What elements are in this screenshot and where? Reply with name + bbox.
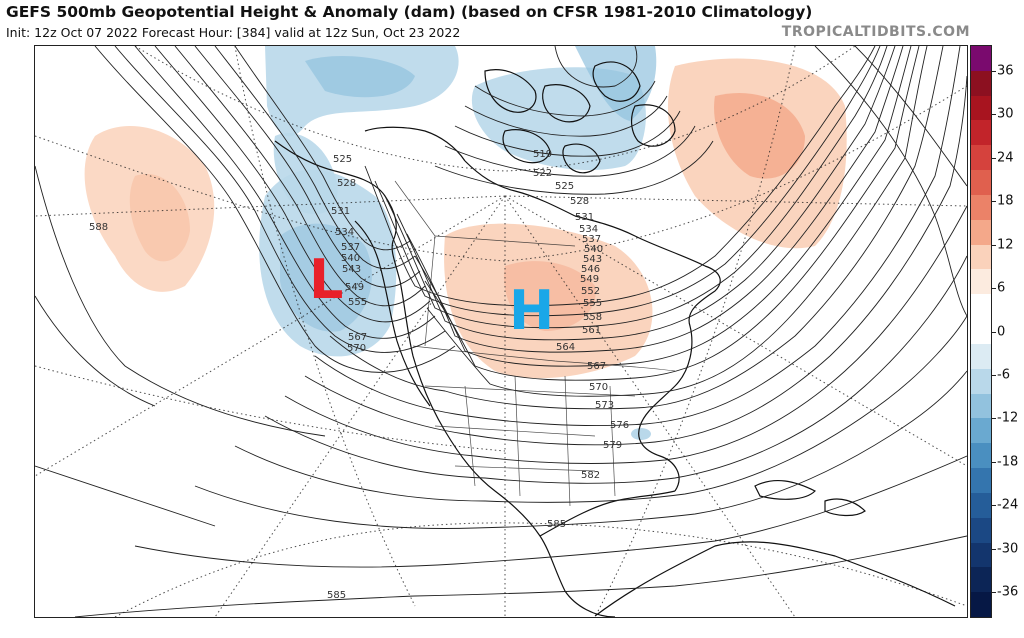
anomaly-shading: [84, 46, 847, 440]
colorbar-segment: [971, 567, 991, 593]
high-pressure-marker: H: [509, 279, 554, 342]
contour-label: 579: [603, 440, 622, 451]
contour-label: 585: [547, 519, 566, 530]
colorbar-tick-label: -24: [997, 497, 1019, 513]
anomaly-colorbar: [970, 45, 992, 618]
colorbar-segment: [971, 443, 991, 469]
map-canvas: 588 519 522 525 528 531 534 537 540 543 …: [35, 46, 967, 617]
coastlines: [274, 61, 956, 617]
contour-label: 567: [348, 332, 367, 343]
contour-labels: 588 519 522 525 528 531 534 537 540 543 …: [89, 149, 629, 601]
colorbar-tick-label: -6: [997, 367, 1010, 383]
colorbar-tick-label: -12: [997, 410, 1019, 426]
contour-label: 522: [533, 168, 552, 179]
colorbar-segment: [971, 269, 991, 295]
contour-label: 570: [589, 382, 608, 393]
colorbar-tick-mark: [991, 114, 996, 116]
contour-label: 540: [341, 253, 360, 264]
colorbar-tick-mark: [991, 244, 996, 246]
map-subtitle: Init: 12z Oct 07 2022 Forecast Hour: [38…: [6, 25, 461, 40]
colorbar-tick-mark: [991, 70, 996, 72]
colorbar-segment: [971, 46, 991, 72]
colorbar-tick-label: -36: [997, 584, 1019, 600]
contour-label: 576: [610, 420, 629, 431]
contour-label: 531: [575, 212, 594, 223]
contour-label: 585: [327, 590, 346, 601]
colorbar-segment: [971, 418, 991, 444]
contour-label: 528: [570, 196, 589, 207]
contour-label: 543: [342, 264, 361, 275]
contour-label: 555: [348, 297, 367, 308]
colorbar-tick-label: 36: [997, 63, 1014, 79]
contour-label: 588: [89, 222, 108, 233]
contour-label: 573: [595, 400, 614, 411]
colorbar-segment: [971, 517, 991, 543]
colorbar-tick-mark: [991, 461, 996, 463]
contour-label: 537: [582, 234, 601, 245]
colorbar-tick-label: -30: [997, 541, 1019, 557]
site-credit: TROPICALTIDBITS.COM: [781, 24, 970, 40]
map-title: GEFS 500mb Geopotential Height & Anomaly…: [6, 3, 813, 21]
colorbar-segment: [971, 170, 991, 196]
contour-label: 525: [555, 181, 574, 192]
contour-label: 534: [579, 224, 598, 235]
colorbar-segment: [971, 468, 991, 494]
forecast-map: 588 519 522 525 528 531 534 537 540 543 …: [34, 45, 968, 618]
contour-label: 537: [341, 242, 360, 253]
colorbar-segment: [971, 95, 991, 121]
state-borders: [394, 180, 676, 507]
contour-label: 558: [583, 312, 602, 323]
contour-label: 570: [347, 343, 366, 354]
graticule: [35, 46, 967, 617]
contour-label: 564: [556, 342, 575, 353]
colorbar-tick-label: 30: [997, 106, 1014, 122]
colorbar-tick-label: 12: [997, 237, 1014, 253]
colorbar-segment: [971, 542, 991, 568]
contour-label: 531: [331, 206, 350, 217]
colorbar-tick-mark: [991, 374, 996, 376]
colorbar-segment: [971, 145, 991, 171]
colorbar-segment: [971, 492, 991, 519]
colorbar-segment: [971, 592, 991, 618]
contour-label: 540: [584, 244, 603, 255]
colorbar-tick-mark: [991, 331, 996, 333]
colorbar-tick-mark: [991, 418, 996, 420]
colorbar-segment: [971, 319, 991, 345]
colorbar-tick-mark: [991, 548, 996, 550]
colorbar-segment: [971, 194, 991, 221]
colorbar-segment: [971, 70, 991, 97]
contour-label: 546: [581, 264, 600, 275]
contour-label: 534: [335, 227, 354, 238]
contour-label: 543: [583, 254, 602, 265]
colorbar-segment: [971, 343, 991, 370]
contour-label: 519: [533, 149, 552, 160]
contour-label: 552: [581, 286, 600, 297]
colorbar-tick-mark: [991, 288, 996, 290]
colorbar-tick-label: 18: [997, 193, 1014, 209]
contour-label: 582: [581, 470, 600, 481]
contour-label: 561: [582, 325, 601, 336]
contour-label: 567: [587, 361, 606, 372]
contour-label: 528: [337, 178, 356, 189]
colorbar-tick-mark: [991, 505, 996, 507]
colorbar-tick-label: 0: [997, 324, 1006, 339]
colorbar-tick-label: 24: [997, 150, 1014, 166]
colorbar-segment: [971, 244, 991, 270]
colorbar-segment: [971, 120, 991, 146]
colorbar-segment: [971, 219, 991, 246]
contour-label: 549: [345, 282, 364, 293]
colorbar-tick-mark: [991, 201, 996, 203]
height-contours: [35, 46, 967, 617]
colorbar-tick-mark: [991, 592, 996, 594]
colorbar-segment: [971, 393, 991, 419]
colorbar-tick-mark: [991, 157, 996, 159]
colorbar-tick-label: 6: [997, 280, 1006, 296]
low-pressure-marker: L: [309, 248, 343, 311]
colorbar-segment: [971, 294, 991, 320]
colorbar-tick-label: -18: [997, 454, 1019, 470]
contour-label: 555: [583, 298, 602, 309]
contour-label: 525: [333, 154, 352, 165]
contour-label: 549: [580, 274, 599, 285]
colorbar-segment: [971, 368, 991, 395]
